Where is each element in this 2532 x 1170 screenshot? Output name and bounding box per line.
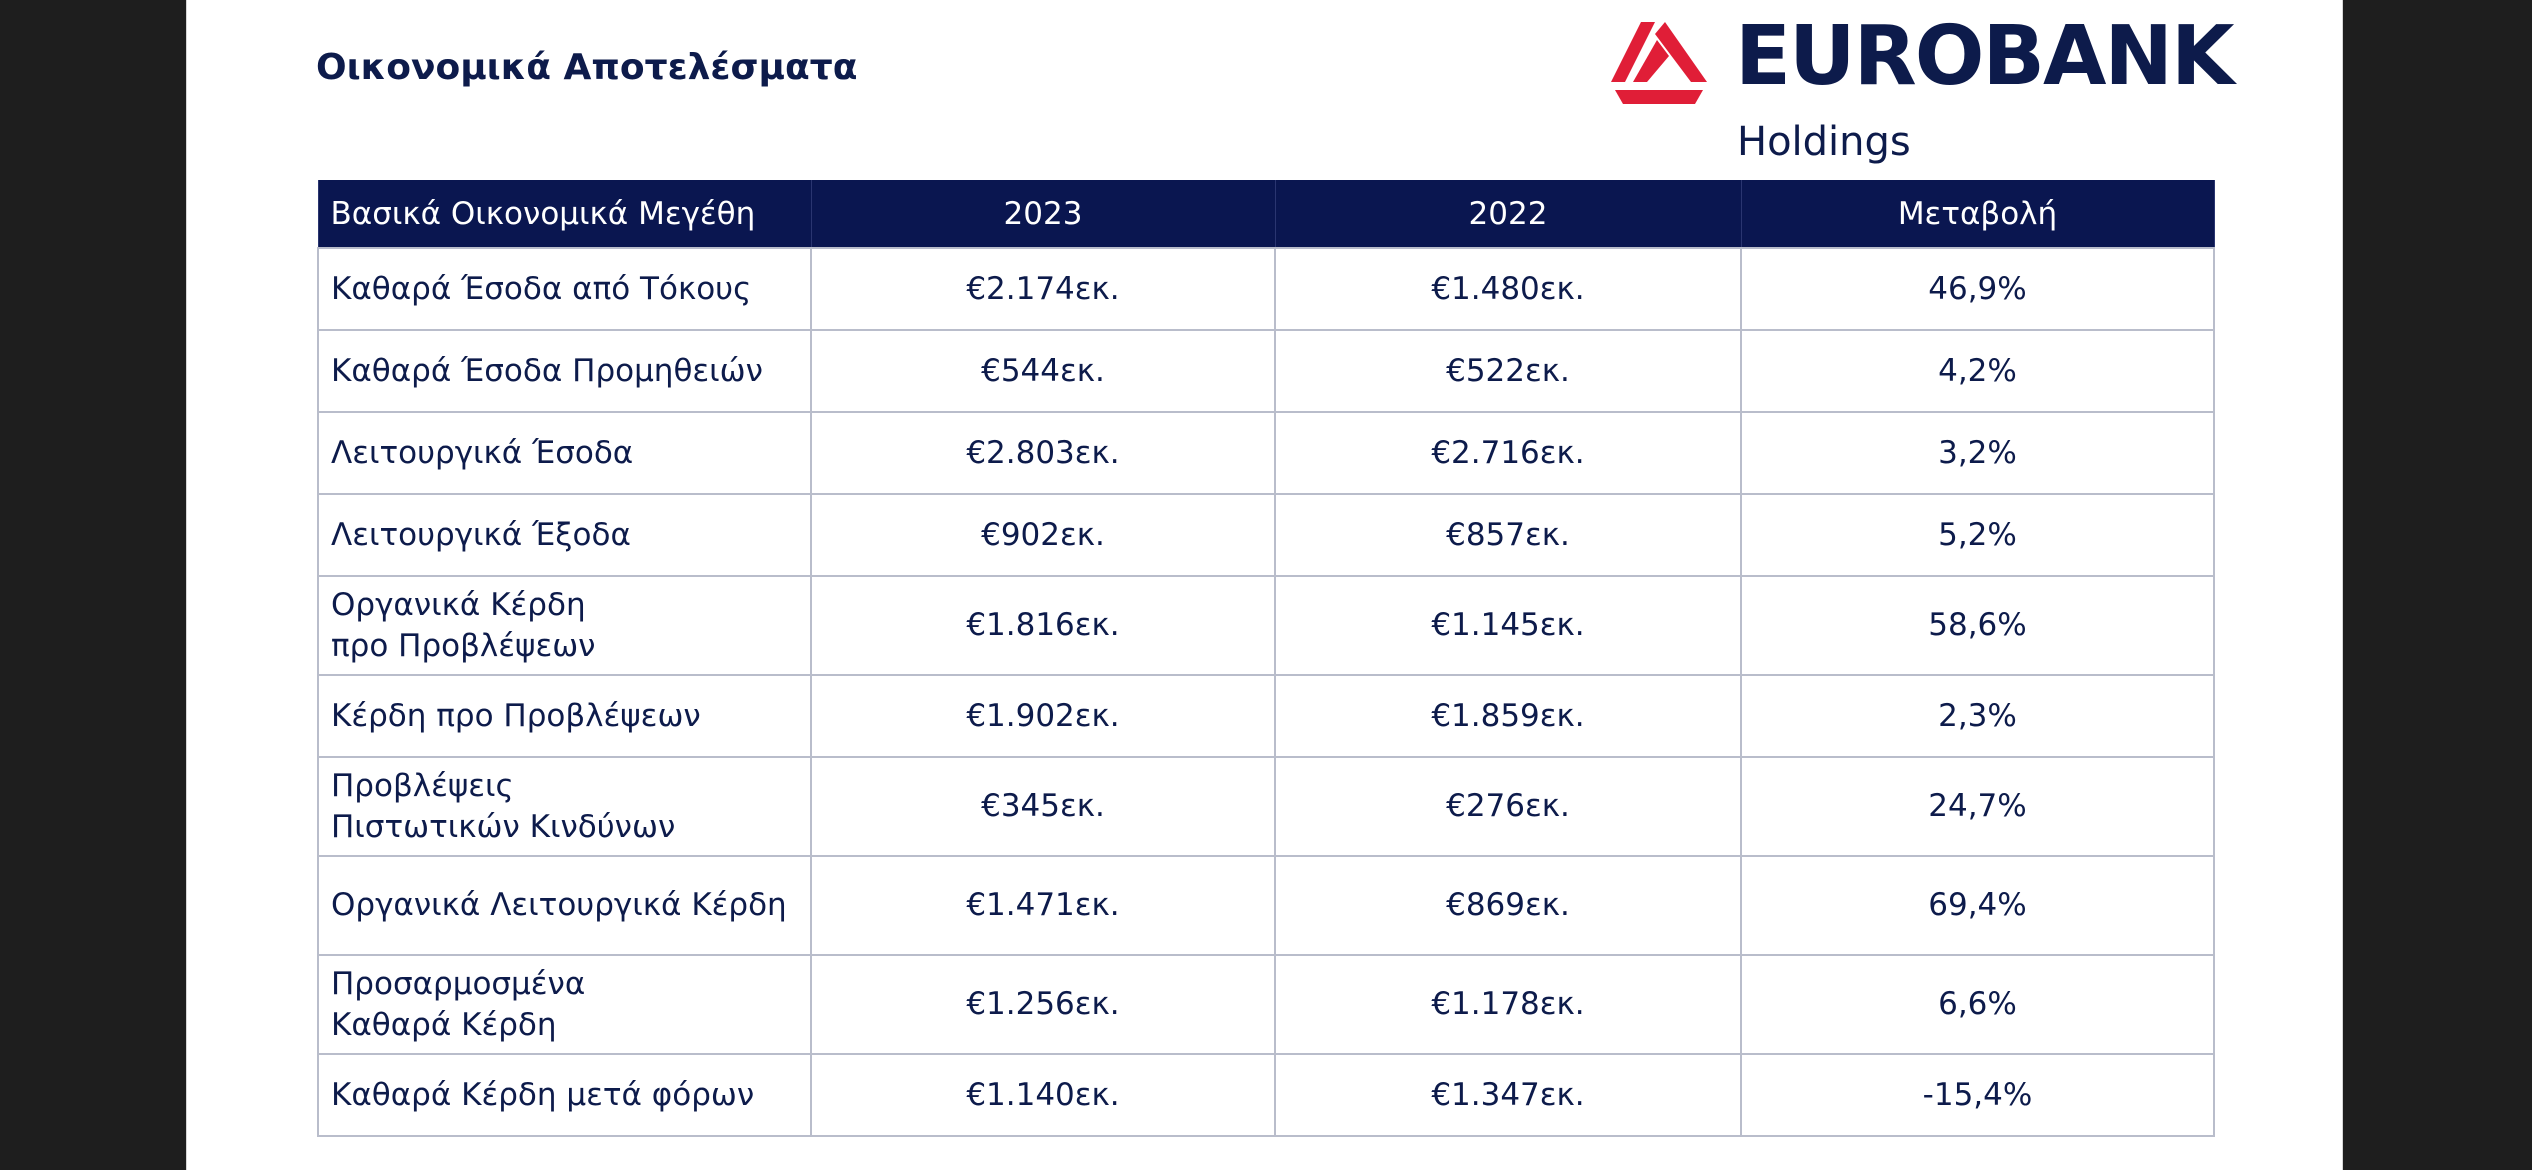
value-2022: €1.347εκ.	[1274, 1053, 1742, 1137]
table-row: Προσαρμοσμένα Καθαρά Κέρδη €1.256εκ. €1.…	[317, 954, 2215, 1055]
value-change: 4,2%	[1740, 329, 2215, 413]
value-2022: €1.145εκ.	[1274, 575, 1742, 676]
table-row: Προβλέψεις Πιστωτικών Κινδύνων €345εκ. €…	[317, 756, 2215, 857]
row-label: Οργανικά Κέρδη προ Προβλέψεων	[317, 575, 812, 676]
row-label: Λειτουργικά Έσοδα	[317, 411, 812, 495]
value-2023: €544εκ.	[810, 329, 1276, 413]
table-row: Λειτουργικά Έξοδα €902εκ. €857εκ. 5,2%	[317, 493, 2215, 577]
value-2023: €2.803εκ.	[810, 411, 1276, 495]
row-label: Προβλέψεις Πιστωτικών Κινδύνων	[317, 756, 812, 857]
value-2022: €276εκ.	[1274, 756, 1742, 857]
value-2023: €345εκ.	[810, 756, 1276, 857]
header-change: Μεταβολή	[1740, 180, 2215, 248]
value-2022: €1.859εκ.	[1274, 674, 1742, 758]
value-change: 5,2%	[1740, 493, 2215, 577]
table-row: Λειτουργικά Έσοδα €2.803εκ. €2.716εκ. 3,…	[317, 411, 2215, 495]
document-page: Οικονομικά Αποτελέσματα EUROBANK Holding…	[186, 0, 2343, 1170]
eurobank-logo: EUROBANK Holdings	[1611, 9, 2235, 173]
value-2022: €869εκ.	[1274, 855, 1742, 956]
row-label: Καθαρά Κέρδη μετά φόρων	[317, 1053, 812, 1137]
value-change: -15,4%	[1740, 1053, 2215, 1137]
logo-wordmark: EUROBANK	[1735, 9, 2235, 104]
row-label: Κέρδη προ Προβλέψεων	[317, 674, 812, 758]
financial-results-table: Βασικά Οικονομικά Μεγέθη 2023 2022 Μεταβ…	[317, 180, 2215, 1137]
value-change: 69,4%	[1740, 855, 2215, 956]
value-2023: €1.816εκ.	[810, 575, 1276, 676]
table-header-row: Βασικά Οικονομικά Μεγέθη 2023 2022 Μεταβ…	[317, 180, 2215, 248]
row-label: Οργανικά Λειτουργικά Κέρδη	[317, 855, 812, 956]
table-row: Οργανικά Κέρδη προ Προβλέψεων €1.816εκ. …	[317, 575, 2215, 676]
row-label: Λειτουργικά Έξοδα	[317, 493, 812, 577]
value-2022: €1.178εκ.	[1274, 954, 1742, 1055]
header-metric: Βασικά Οικονομικά Μεγέθη	[317, 180, 812, 248]
value-2022: €522εκ.	[1274, 329, 1742, 413]
value-2023: €1.140εκ.	[810, 1053, 1276, 1137]
table-row: Καθαρά Κέρδη μετά φόρων €1.140εκ. €1.347…	[317, 1053, 2215, 1137]
page-title: Οικονομικά Αποτελέσματα	[316, 47, 858, 88]
eurobank-logo-mark-icon	[1611, 22, 1707, 104]
value-2022: €857εκ.	[1274, 493, 1742, 577]
table-row: Κέρδη προ Προβλέψεων €1.902εκ. €1.859εκ.…	[317, 674, 2215, 758]
header-2023: 2023	[810, 180, 1276, 248]
value-change: 6,6%	[1740, 954, 2215, 1055]
row-label: Καθαρά Έσοδα Προμηθειών	[317, 329, 812, 413]
value-change: 2,3%	[1740, 674, 2215, 758]
row-label: Καθαρά Έσοδα από Τόκους	[317, 247, 812, 331]
row-label: Προσαρμοσμένα Καθαρά Κέρδη	[317, 954, 812, 1055]
value-change: 46,9%	[1740, 247, 2215, 331]
value-change: 24,7%	[1740, 756, 2215, 857]
table-row: Οργανικά Λειτουργικά Κέρδη €1.471εκ. €86…	[317, 855, 2215, 956]
value-2023: €2.174εκ.	[810, 247, 1276, 331]
value-2023: €1.902εκ.	[810, 674, 1276, 758]
value-2023: €1.471εκ.	[810, 855, 1276, 956]
value-change: 3,2%	[1740, 411, 2215, 495]
value-2023: €902εκ.	[810, 493, 1276, 577]
table-row: Καθαρά Έσοδα από Τόκους €2.174εκ. €1.480…	[317, 247, 2215, 331]
table-row: Καθαρά Έσοδα Προμηθειών €544εκ. €522εκ. …	[317, 329, 2215, 413]
value-2022: €1.480εκ.	[1274, 247, 1742, 331]
logo-subtitle: Holdings	[1737, 119, 1911, 165]
value-2022: €2.716εκ.	[1274, 411, 1742, 495]
header-2022: 2022	[1274, 180, 1742, 248]
value-2023: €1.256εκ.	[810, 954, 1276, 1055]
value-change: 58,6%	[1740, 575, 2215, 676]
